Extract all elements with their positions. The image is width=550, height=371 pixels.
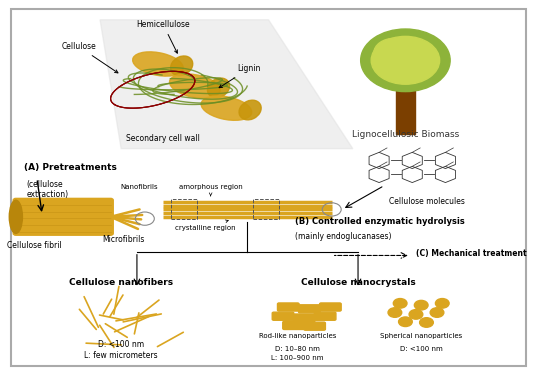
Circle shape [414, 301, 428, 310]
FancyBboxPatch shape [278, 303, 299, 311]
Text: L: few micrometers: L: few micrometers [84, 351, 158, 360]
Circle shape [393, 299, 407, 308]
Ellipse shape [207, 78, 229, 98]
Ellipse shape [169, 74, 220, 98]
Text: Secondary cell wall: Secondary cell wall [126, 134, 200, 143]
Circle shape [436, 299, 449, 308]
Text: Cellulose nanofibers: Cellulose nanofibers [69, 278, 173, 287]
Text: Cellulose molecules: Cellulose molecules [388, 197, 464, 206]
Text: Spherical nanoparticles: Spherical nanoparticles [380, 333, 463, 339]
FancyBboxPatch shape [396, 90, 415, 134]
Text: Lignin: Lignin [219, 64, 260, 88]
Text: (A) Pretreatments: (A) Pretreatments [24, 163, 117, 173]
Circle shape [430, 308, 444, 317]
Text: (mainly endoglucanases): (mainly endoglucanases) [295, 232, 392, 240]
Text: D: 10–80 nm: D: 10–80 nm [275, 346, 320, 352]
Text: (B) Controlled enzymatic hydrolysis: (B) Controlled enzymatic hydrolysis [295, 217, 465, 226]
Ellipse shape [239, 100, 261, 120]
Text: Hemicellulose: Hemicellulose [136, 20, 190, 53]
Circle shape [371, 36, 439, 84]
FancyBboxPatch shape [299, 305, 320, 313]
Text: D: <100 nm: D: <100 nm [400, 346, 443, 352]
Text: D: <100 nm: D: <100 nm [98, 340, 144, 349]
Text: Nanofibrils: Nanofibrils [121, 184, 158, 190]
FancyBboxPatch shape [320, 303, 341, 311]
Text: (cellulose
extraction): (cellulose extraction) [26, 180, 69, 199]
Text: crystalline region: crystalline region [175, 220, 236, 231]
Circle shape [409, 309, 423, 319]
FancyBboxPatch shape [272, 312, 294, 320]
Text: Cellulose nanocrystals: Cellulose nanocrystals [301, 278, 415, 287]
Ellipse shape [170, 56, 192, 76]
Text: Rod-like nanoparticles: Rod-like nanoparticles [259, 333, 336, 339]
Ellipse shape [9, 200, 23, 233]
FancyBboxPatch shape [315, 312, 336, 320]
Text: Microfibrils: Microfibrils [103, 235, 145, 244]
FancyBboxPatch shape [283, 321, 304, 329]
Text: (C) Mechanical treatment: (C) Mechanical treatment [416, 249, 526, 258]
Circle shape [374, 38, 416, 68]
Circle shape [361, 29, 450, 92]
Polygon shape [100, 20, 353, 149]
Ellipse shape [201, 96, 252, 120]
Circle shape [399, 317, 412, 326]
Circle shape [420, 318, 433, 327]
Text: Cellulose: Cellulose [62, 42, 118, 73]
Text: Lignocellulosic Biomass: Lignocellulosic Biomass [352, 130, 459, 139]
Ellipse shape [133, 52, 183, 76]
Text: L: 100–900 nm: L: 100–900 nm [271, 355, 324, 361]
FancyBboxPatch shape [13, 198, 113, 235]
FancyBboxPatch shape [304, 322, 326, 330]
Text: amorphous region: amorphous region [179, 184, 243, 196]
Circle shape [388, 308, 401, 317]
Text: Cellulose fibril: Cellulose fibril [7, 241, 62, 250]
FancyBboxPatch shape [293, 314, 315, 322]
